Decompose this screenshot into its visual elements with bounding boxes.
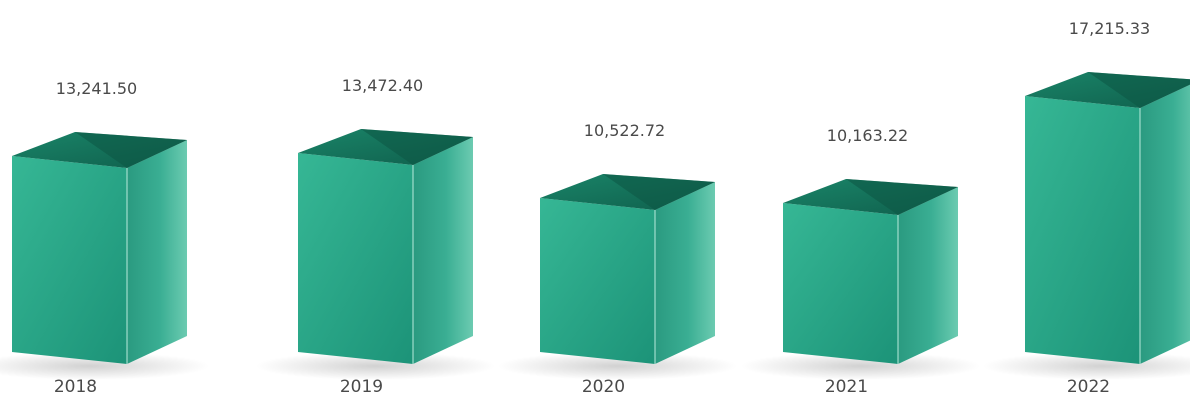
bar-side-face	[655, 182, 715, 364]
bar-2020: 10,522.72 2020	[497, 121, 738, 397]
category-label: 2021	[825, 377, 868, 397]
bar-front-face	[540, 198, 655, 364]
bar-side-face	[127, 140, 187, 364]
bar-top-shade	[75, 132, 187, 168]
bar-top-shade	[603, 174, 715, 210]
bar-shadow	[740, 352, 981, 380]
bar-shadow	[497, 352, 738, 380]
value-label: 13,472.40	[342, 76, 423, 95]
category-label: 2018	[54, 377, 97, 397]
bar-shadow	[255, 352, 496, 380]
value-label: 17,215.33	[1069, 19, 1150, 38]
bar-top-shade	[1088, 72, 1190, 108]
bar-front-face	[298, 153, 413, 364]
bar-side-face	[898, 187, 958, 364]
bar-2019: 13,472.40 2019	[255, 76, 496, 397]
category-label: 2020	[582, 377, 625, 397]
bar-top-shade	[361, 129, 473, 165]
bar-side-face	[413, 137, 473, 364]
bar-side-face	[1140, 84, 1190, 364]
bar-front-face	[1025, 96, 1140, 364]
bar-2022: 17,215.33 2022	[982, 19, 1190, 397]
bar-top-shade	[846, 179, 958, 215]
bar-shadow	[0, 352, 210, 380]
category-label: 2022	[1067, 377, 1110, 397]
value-label: 10,163.22	[827, 126, 908, 145]
value-label: 10,522.72	[584, 121, 665, 140]
bars-group: 13,241.50201813,472.40201910,522.7220201…	[0, 19, 1190, 397]
value-label: 13,241.50	[56, 79, 137, 98]
bar-2018: 13,241.50 2018	[0, 79, 210, 397]
bar-front-face	[12, 156, 127, 364]
category-label: 2019	[340, 377, 383, 397]
bar-front-face	[783, 203, 898, 364]
bar-2021: 10,163.22 2021	[740, 126, 981, 397]
